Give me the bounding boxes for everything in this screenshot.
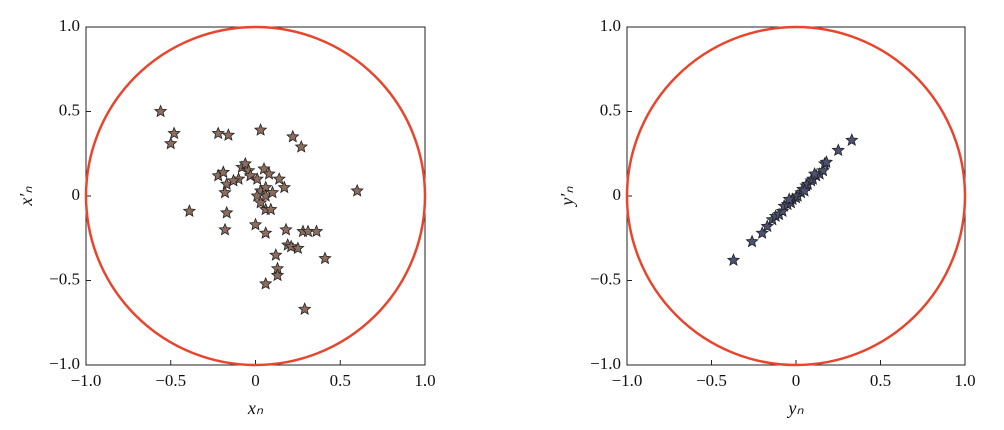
- point: [257, 161, 271, 175]
- point: [248, 217, 263, 231]
- x-tick-label: −1.0: [71, 371, 102, 390]
- y-axis-label: y′ₙ: [557, 186, 577, 208]
- x-tick-label: 1.0: [954, 371, 975, 390]
- unit-circle: [625, 25, 967, 367]
- y-tick-label: 1.0: [600, 16, 621, 35]
- y-tick-label: 0.5: [600, 100, 621, 119]
- point: [318, 251, 332, 265]
- x-tick-label: 1.0: [414, 371, 435, 390]
- point: [350, 183, 364, 197]
- y-axis-label: x′ₙ: [16, 186, 36, 207]
- point: [167, 126, 181, 140]
- x-tick-label: 0.5: [870, 371, 891, 390]
- y-tick-label: 1.0: [59, 16, 80, 35]
- point: [163, 136, 178, 150]
- point: [250, 172, 264, 185]
- point: [211, 126, 225, 140]
- point: [153, 104, 168, 118]
- y-tick-label: −1.0: [590, 354, 621, 373]
- point: [831, 143, 846, 157]
- point: [782, 192, 796, 206]
- point: [220, 205, 234, 219]
- point: [279, 222, 293, 236]
- point: [221, 128, 236, 141]
- point: [216, 165, 230, 179]
- point: [269, 248, 283, 261]
- point: [819, 155, 834, 168]
- point: [259, 226, 273, 239]
- unit-circle: [84, 25, 427, 367]
- point: [253, 123, 268, 136]
- point: [262, 166, 276, 180]
- point: [286, 129, 300, 143]
- y-tick-label: −0.5: [49, 269, 80, 288]
- point: [259, 276, 273, 290]
- y-tick-label: 0: [613, 185, 622, 204]
- point: [845, 133, 859, 146]
- point: [760, 219, 774, 233]
- x-tick-label: −1.0: [612, 371, 643, 390]
- point: [253, 195, 268, 209]
- x-tick-label: 0: [792, 371, 801, 390]
- point: [807, 166, 822, 180]
- x-tick-label: 0.5: [330, 371, 351, 390]
- point: [264, 202, 278, 216]
- x-tick-label: −0.5: [696, 371, 727, 390]
- point: [272, 172, 286, 185]
- point: [797, 183, 812, 197]
- x-tick-label: −0.5: [155, 371, 186, 390]
- x-tick-label: 0: [251, 371, 260, 390]
- point: [218, 222, 232, 236]
- point: [277, 180, 291, 194]
- point: [294, 139, 309, 153]
- y-tick-label: 0: [72, 185, 81, 204]
- point: [309, 224, 324, 238]
- point: [265, 185, 280, 199]
- y-tick-label: −0.5: [590, 269, 621, 288]
- y-tick-label: −1.0: [49, 354, 80, 373]
- point: [291, 241, 305, 255]
- point: [745, 234, 759, 248]
- y-tick-label: 0.5: [59, 100, 80, 119]
- point: [755, 226, 769, 239]
- point: [297, 302, 312, 315]
- point: [226, 173, 241, 187]
- point: [270, 268, 285, 282]
- x-axis-label: yₙ: [786, 398, 804, 418]
- x-axis-label: xₙ: [247, 398, 264, 418]
- point: [218, 185, 232, 199]
- point: [816, 163, 830, 177]
- point: [182, 204, 197, 217]
- point: [284, 239, 298, 253]
- point: [726, 253, 741, 266]
